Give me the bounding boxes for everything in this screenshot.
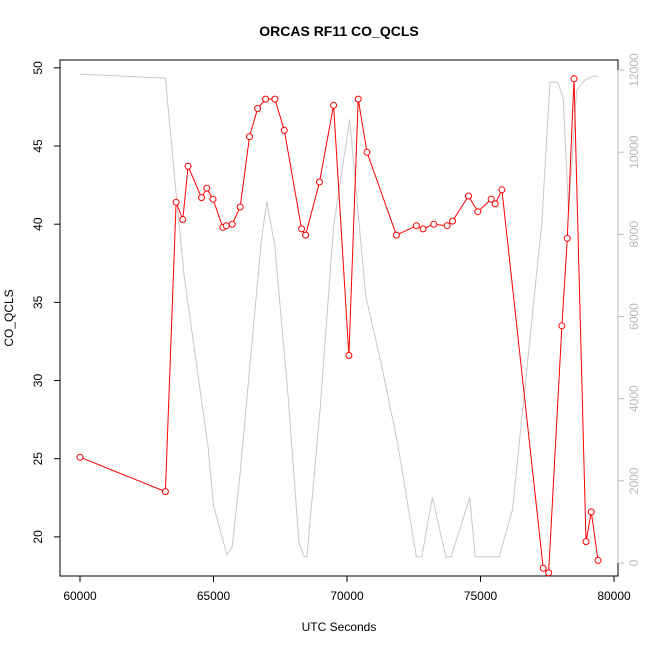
x-tick-label: 60000 <box>63 589 97 603</box>
x-tick-label: 75000 <box>464 589 498 603</box>
co-data-point <box>179 216 187 223</box>
x-tick-label: 80000 <box>597 589 631 603</box>
y2-tick-label: 12000 <box>627 53 641 87</box>
co-series <box>76 75 602 577</box>
y-tick-label: 30 <box>31 374 45 388</box>
y-tick-label: 25 <box>31 452 45 466</box>
x-axis: 60000 65000 70000 75000 80000 <box>63 576 631 603</box>
co-data-point <box>354 95 362 103</box>
y-tick-label: 45 <box>31 139 45 153</box>
co-data-point <box>430 220 438 228</box>
co-data-point <box>316 178 323 186</box>
co-data-point <box>563 234 571 242</box>
co-data-point <box>198 194 205 202</box>
y-tick-label: 50 <box>31 61 45 75</box>
co-data-point <box>558 322 566 330</box>
plot-frame <box>59 59 619 577</box>
co-data-point <box>184 162 192 170</box>
co-data-point <box>203 184 211 192</box>
co-data-point <box>161 488 169 496</box>
co-data-point <box>228 220 236 228</box>
co-data-point <box>498 186 506 194</box>
y-tick-label: 20 <box>31 530 45 544</box>
co-data-point <box>474 208 482 216</box>
co-data-point <box>302 231 310 239</box>
co-data-point <box>246 133 253 141</box>
y2-tick-label: 10000 <box>627 135 641 169</box>
co-data-point <box>262 95 270 103</box>
co-data-point <box>449 217 456 225</box>
y-tick-label: 40 <box>31 217 45 231</box>
chart-title: ORCAS RF11 CO_QCLS <box>259 23 418 39</box>
co-data-point <box>298 225 306 233</box>
co-data-point <box>587 508 595 516</box>
y-axis-label: CO_QCLS <box>2 289 16 346</box>
co-data-point <box>363 148 371 156</box>
x-tick-label: 65000 <box>197 589 231 603</box>
y2-tick-label: 2000 <box>627 467 641 494</box>
co-data-point <box>392 231 400 239</box>
co-data-point <box>209 195 217 203</box>
co-data-point <box>465 192 472 200</box>
x-axis-label: UTC Seconds <box>302 620 377 634</box>
co-data-point <box>76 453 84 461</box>
co-data-point <box>491 200 499 208</box>
altitude-series <box>79 73 598 558</box>
altitude-line <box>79 73 598 558</box>
co-data-point <box>172 198 180 206</box>
co-data-point <box>594 556 602 564</box>
co-line <box>79 78 599 574</box>
co-data-point <box>443 222 451 230</box>
co-data-point <box>582 538 590 546</box>
y2-tick-label: 6000 <box>627 303 641 330</box>
co-data-point <box>254 105 262 112</box>
co-data-point <box>271 95 279 103</box>
co-data-point <box>280 126 288 134</box>
co-data-point <box>236 203 244 211</box>
co-data-point <box>419 225 427 233</box>
co-data-point <box>412 222 420 230</box>
co-data-point <box>545 569 553 577</box>
co-data-point <box>330 101 338 109</box>
y-tick-label: 35 <box>31 295 45 309</box>
co-data-point <box>539 564 547 572</box>
y2-tick-label: 4000 <box>627 385 641 412</box>
y-axis: 20 25 30 35 40 45 50 <box>31 61 60 544</box>
co-data-point <box>222 222 230 230</box>
co-data-point <box>345 352 353 359</box>
y2-tick-label: 8000 <box>627 221 641 248</box>
x-tick-label: 70000 <box>330 589 364 603</box>
co-data-point <box>570 75 578 83</box>
co-data-point <box>487 195 495 203</box>
y2-tick-label: 0 <box>627 559 641 566</box>
y2-axis: 0 2000 4000 6000 8000 10000 12000 <box>617 53 641 566</box>
